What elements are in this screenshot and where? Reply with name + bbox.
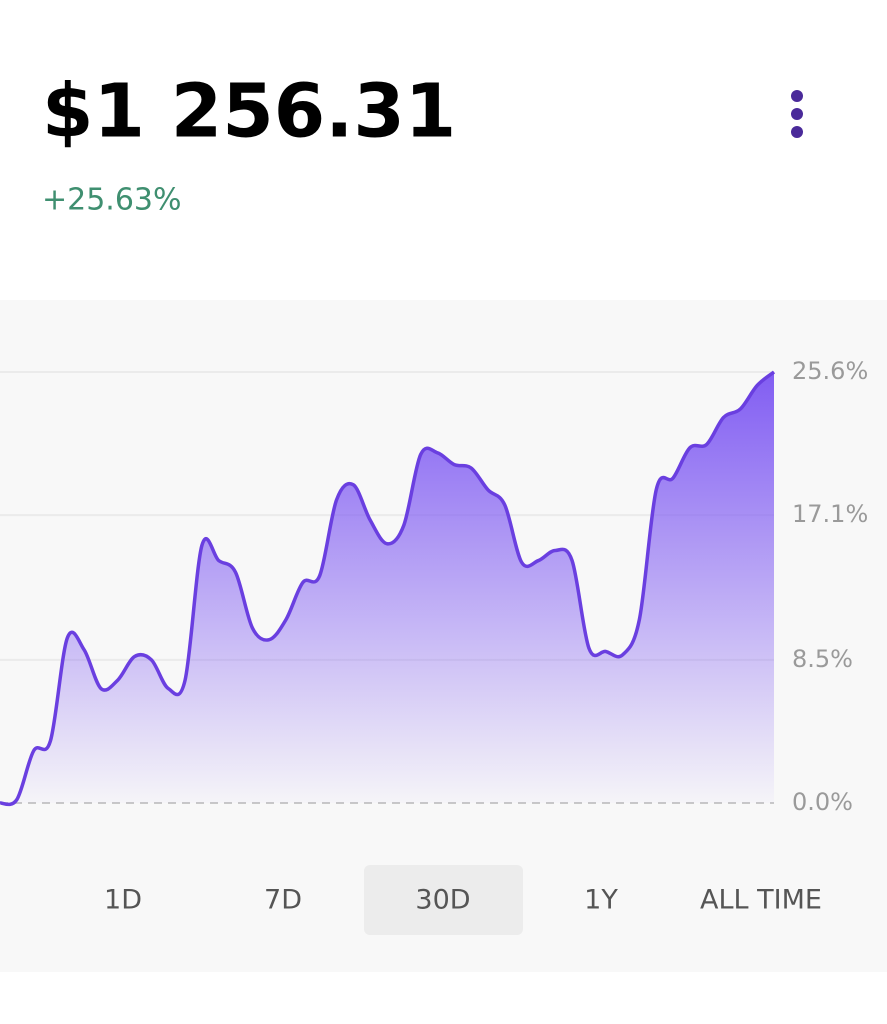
y-tick-label: 17.1% [792,500,868,528]
time-range-tab[interactable]: 1Y [584,885,618,916]
menu-dot [791,108,803,120]
tab-label: 1Y [584,885,618,916]
tab-label: 1D [104,885,142,916]
y-tick-label: 8.5% [792,645,853,673]
time-range-tab[interactable]: 7D [264,885,302,916]
selected-tab-bg [364,865,523,935]
line [0,370,776,807]
area [0,372,774,805]
y-tick-label: 0.0% [792,788,853,816]
tab-label: ALL TIME [700,885,822,916]
change: +25.63% [42,183,182,218]
time-range-tab[interactable]: 1D [104,885,142,916]
tab-label: 7D [264,885,302,916]
menu-dot [791,126,803,138]
tab-label: 30D [415,885,470,916]
time-range-tab[interactable]: ALL TIME [700,885,822,916]
balance: $1 256.31 [42,69,456,155]
time-range-tab[interactable]: 30D [364,865,523,935]
menu-dot [791,90,803,102]
menu-button[interactable] [791,90,803,138]
y-tick-label: 25.6% [792,357,868,385]
